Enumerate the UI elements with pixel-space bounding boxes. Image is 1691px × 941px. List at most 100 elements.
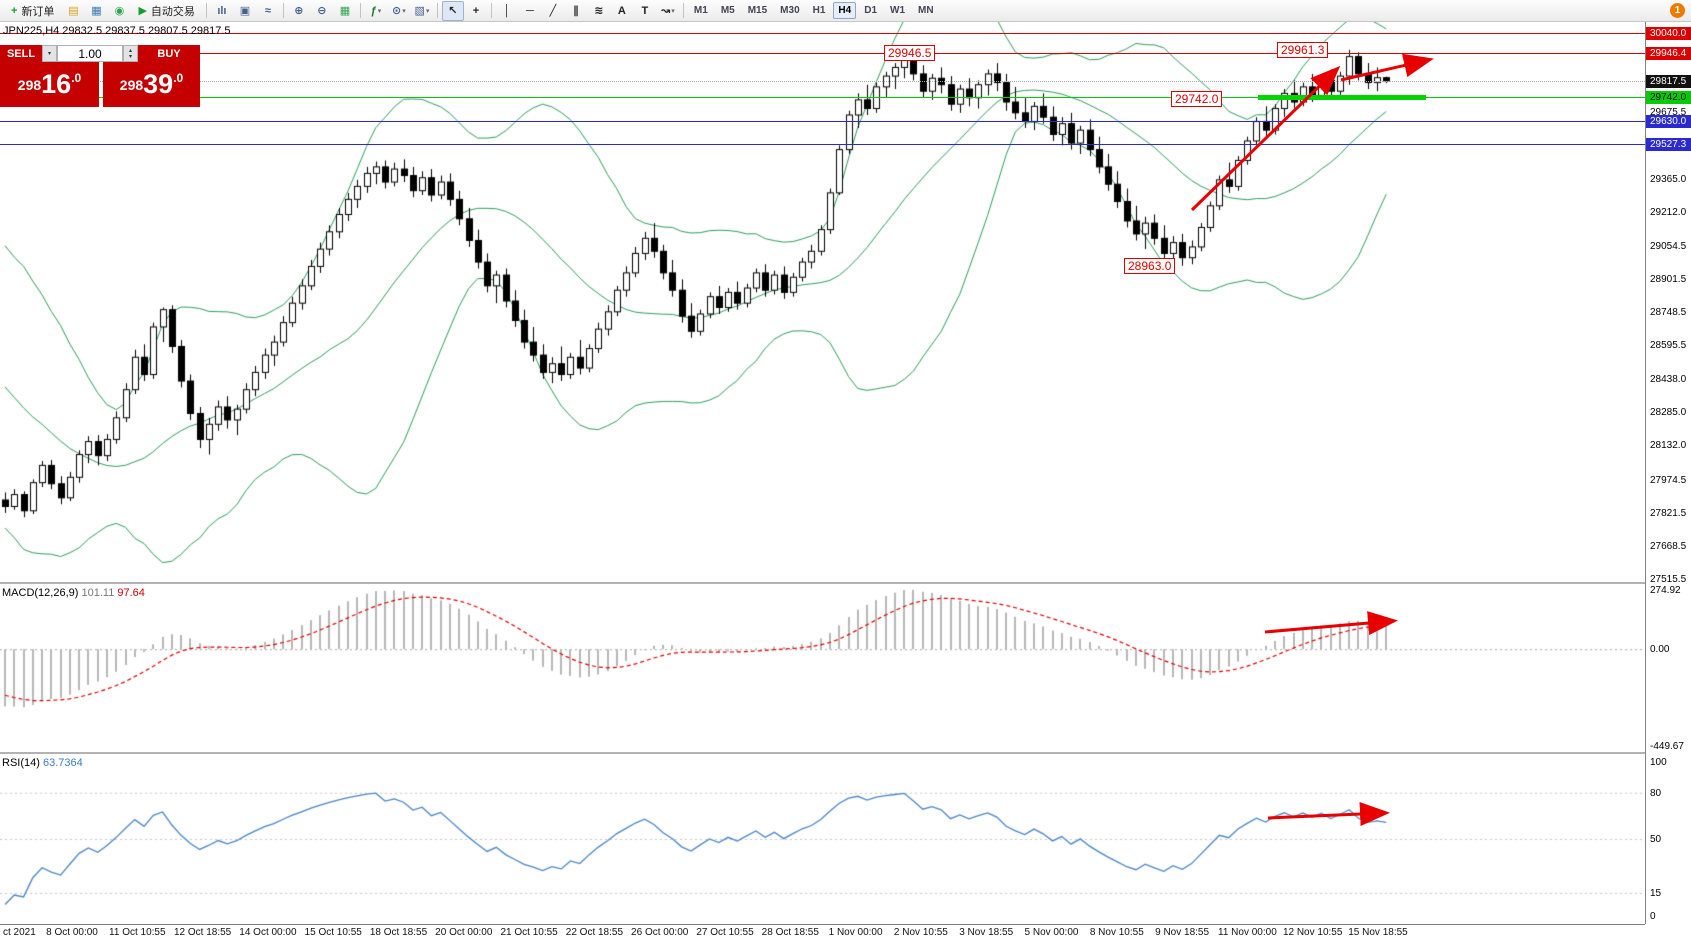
toolbar-separator bbox=[359, 3, 361, 18]
price-tick-label: 28595.5 bbox=[1650, 340, 1687, 352]
price-annotation[interactable]: 28963.0 bbox=[1124, 258, 1176, 274]
fibonacci-icon[interactable]: ≋ bbox=[594, 5, 604, 17]
crosshair-icon[interactable]: + bbox=[472, 4, 480, 17]
time-tick-label: 28 Oct 18:55 bbox=[761, 927, 819, 938]
macd-axis-label: 0.00 bbox=[1650, 644, 1670, 656]
new-chart-icon[interactable]: ▦ bbox=[91, 5, 102, 17]
macd-canvas[interactable] bbox=[0, 584, 1645, 752]
price-tick-label: 27821.5 bbox=[1650, 507, 1687, 519]
periods-icon[interactable]: ⊙ ▾ bbox=[392, 5, 406, 17]
spin-up-icon[interactable]: ▴ bbox=[128, 47, 132, 54]
candlestick-mode-icon[interactable]: ▣ bbox=[239, 5, 251, 17]
price-digits: 298 bbox=[17, 76, 42, 93]
horizontal-line-object[interactable] bbox=[0, 121, 1645, 123]
spin-down-icon[interactable]: ▾ bbox=[128, 53, 132, 60]
price-annotation[interactable]: 29946.5 bbox=[884, 45, 936, 61]
buy-button[interactable]: BUY bbox=[138, 45, 200, 62]
horizontal-line-object[interactable] bbox=[0, 53, 1645, 55]
rsi-label: RSI(14) 63.7364 bbox=[2, 757, 83, 769]
timeframe-h4[interactable]: H4 bbox=[833, 2, 857, 19]
toolbar-separator bbox=[282, 3, 284, 18]
timeframe-m1[interactable]: M1 bbox=[693, 5, 708, 16]
autotrading-button[interactable]: ▶ 自动交易 bbox=[131, 1, 201, 21]
bar-chart-mode-icon[interactable]: ılı bbox=[217, 4, 227, 17]
time-tick-label: 22 Oct 18:55 bbox=[565, 927, 624, 938]
lot-size-input[interactable]: 1.00 bbox=[57, 45, 123, 62]
timeframe-m30[interactable]: M30 bbox=[780, 5, 800, 16]
toolbar: + 新订单 ▤ ▦ ◉ ▶ 自动交易 ılı ▣ ≈ ⊕ ⊖ ▦ ƒ ▾ ⊙ ▾ ▧ ▾ ↖ + │ ─ ╱ ∥ ≋ A T ↝ ▾ M1 M… bbox=[0, 0, 1691, 22]
macd-axis-label: -449.67 bbox=[1650, 741, 1684, 752]
lot-spinner[interactable]: ▴ ▾ bbox=[123, 45, 138, 62]
time-tick-label: 18 Oct 18:55 bbox=[369, 927, 428, 938]
channel-icon[interactable]: ∥ bbox=[573, 5, 579, 17]
sell-price[interactable]: 298 16.0 bbox=[0, 62, 99, 107]
horizontal-line-object[interactable] bbox=[0, 32, 1645, 34]
time-axis[interactable]: ct 2021 8 Oct 00:00 11 Oct 10:55 12 Oct 18:… bbox=[0, 924, 1645, 941]
rsi-axis-label: 50 bbox=[1650, 834, 1662, 845]
price-line-label: 29527.3 bbox=[1646, 137, 1691, 151]
price-tick-label: 28132.0 bbox=[1650, 440, 1687, 452]
price-tick-label: 27515.5 bbox=[1650, 573, 1687, 585]
rsi-canvas[interactable] bbox=[0, 754, 1645, 924]
dropdown-arrow-icon: ▾ bbox=[671, 7, 675, 15]
timeframe-h1[interactable]: H1 bbox=[812, 5, 826, 16]
time-tick-label: 5 Nov 00:00 bbox=[1024, 927, 1079, 938]
price-line-label: 29817.5 bbox=[1646, 74, 1691, 88]
panel-splitter[interactable] bbox=[0, 752, 1691, 754]
time-tick-label: 15 Nov 18:55 bbox=[1348, 927, 1408, 938]
vertical-line-icon[interactable]: │ bbox=[503, 4, 511, 17]
rsi-axis-label: 0 bbox=[1650, 911, 1656, 922]
price-annotation[interactable]: 29742.0 bbox=[1171, 91, 1223, 107]
notifications-badge[interactable]: 1 bbox=[1670, 3, 1685, 18]
text-label-icon[interactable]: T bbox=[641, 4, 649, 17]
price-chart-canvas[interactable] bbox=[0, 22, 1645, 582]
cursor-icon[interactable]: ↖ bbox=[441, 0, 464, 21]
price-axis[interactable]: 29675.5 29365.0 29212.0 29054.5 28901.5 28748… bbox=[1645, 22, 1691, 924]
zoom-out-icon[interactable]: ⊖ bbox=[317, 5, 327, 17]
horizontal-line-object[interactable] bbox=[0, 97, 1645, 99]
new-order-button[interactable]: + 新订单 bbox=[4, 1, 61, 21]
zoom-in-icon[interactable]: ⊕ bbox=[294, 5, 304, 17]
panel-splitter[interactable] bbox=[0, 582, 1691, 584]
time-tick-label: 11 Nov 00:00 bbox=[1218, 927, 1277, 938]
rsi-panel bbox=[0, 754, 1645, 924]
toolbar-separator bbox=[436, 3, 438, 18]
timeframe-m15[interactable]: M15 bbox=[747, 5, 768, 16]
line-chart-mode-icon[interactable]: ≈ bbox=[264, 4, 271, 17]
price-line-label: 29946.4 bbox=[1646, 47, 1691, 61]
indicators-icon[interactable]: ƒ ▾ bbox=[370, 4, 382, 17]
horizontal-line-object[interactable] bbox=[0, 80, 1645, 82]
price-annotation[interactable]: 29961.3 bbox=[1277, 42, 1329, 58]
time-tick-label: 14 Oct 00:00 bbox=[239, 927, 297, 938]
lot-dropdown-button[interactable]: ▾ bbox=[42, 45, 57, 62]
arrows-icon[interactable]: ↝ ▾ bbox=[661, 5, 675, 17]
timeframe-m5[interactable]: M5 bbox=[720, 5, 735, 16]
text-icon[interactable]: A bbox=[617, 4, 626, 17]
market-watch-icon[interactable]: ◉ bbox=[114, 5, 125, 17]
time-tick-label: 15 Oct 10:55 bbox=[304, 927, 362, 938]
price-digits: 16 bbox=[41, 69, 72, 99]
dropdown-arrow-icon: ▾ bbox=[47, 50, 51, 57]
profiles-icon[interactable]: ▤ bbox=[68, 5, 79, 17]
price-tick-label: 27974.5 bbox=[1650, 474, 1687, 486]
thick-green-support-line[interactable] bbox=[1258, 95, 1426, 101]
trendline-icon[interactable]: ╱ bbox=[549, 5, 557, 17]
dropdown-arrow-icon: ▾ bbox=[377, 7, 382, 15]
timeframe-mn[interactable]: MN bbox=[918, 5, 934, 16]
timeframe-w1[interactable]: W1 bbox=[890, 5, 906, 16]
horizontal-line-object[interactable] bbox=[0, 143, 1645, 145]
price-digits: 298 bbox=[119, 76, 144, 93]
price-digits: .0 bbox=[71, 70, 82, 85]
buy-price[interactable]: 298 39.0 bbox=[103, 62, 200, 107]
rsi-axis-label: 100 bbox=[1650, 757, 1667, 768]
tile-windows-icon[interactable]: ▦ bbox=[339, 5, 351, 17]
time-tick-label: ct 2021 bbox=[3, 927, 36, 938]
time-tick-label: 26 Oct 00:00 bbox=[631, 927, 689, 938]
price-tick-label: 28285.0 bbox=[1650, 407, 1687, 419]
templates-icon[interactable]: ▧ ▾ bbox=[414, 5, 430, 17]
timeframe-d1[interactable]: D1 bbox=[864, 5, 878, 16]
sell-button[interactable]: SELL bbox=[0, 45, 42, 62]
horizontal-line-icon[interactable]: ─ bbox=[526, 4, 534, 17]
macd-panel bbox=[0, 584, 1645, 752]
rsi-axis-label: 15 bbox=[1650, 887, 1662, 899]
